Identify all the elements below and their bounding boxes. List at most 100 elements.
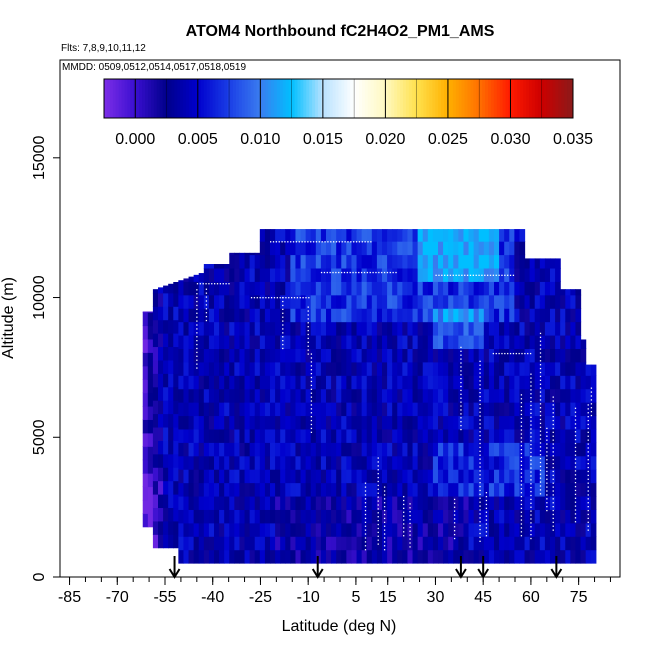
heatmap-cell [458, 254, 465, 269]
heatmap-cell [341, 348, 347, 363]
heatmap-cell [361, 375, 368, 390]
track-point [460, 417, 462, 419]
y-tick-label: 5000 [31, 419, 48, 455]
heatmap-cell [366, 495, 373, 510]
heatmap-cell [443, 361, 449, 376]
heatmap-cell [422, 442, 429, 457]
heatmap-cell [402, 334, 409, 349]
heatmap-cell [290, 495, 297, 510]
heatmap-cell [494, 241, 500, 256]
heatmap-cell [376, 482, 383, 497]
x-tick-label: -40 [201, 589, 224, 606]
track-point [403, 499, 405, 502]
heatmap-cell [168, 440, 174, 455]
heatmap-cell [458, 334, 465, 349]
track-point [485, 515, 488, 517]
track-point [364, 498, 367, 500]
heatmap-cell [412, 254, 419, 269]
heatmap-cell [539, 495, 546, 510]
heatmap-cell [341, 428, 347, 443]
x-tick-label: 45 [474, 589, 492, 606]
heatmap-cell [580, 348, 587, 363]
colorbar-tick-label: 0.005 [178, 131, 218, 148]
heatmap-cell [224, 549, 230, 564]
heatmap-cell [214, 482, 220, 497]
heatmap-cell [468, 415, 475, 430]
track-point [466, 274, 469, 276]
track-point [539, 387, 542, 389]
heatmap-cell [473, 334, 480, 349]
heatmap-cell [239, 469, 246, 484]
heatmap-cell [264, 267, 271, 282]
heatmap-cell [193, 482, 200, 497]
heatmap-cell [239, 455, 246, 470]
heatmap-cell [494, 469, 500, 484]
track-point [574, 415, 577, 417]
track-point [479, 489, 481, 492]
heatmap-cell [443, 455, 449, 470]
heatmap-cell [346, 281, 353, 296]
heatmap-cell [473, 402, 480, 417]
heatmap-cell [463, 229, 470, 242]
heatmap-cell [427, 267, 434, 282]
heatmap-cell [264, 509, 271, 524]
heatmap-cell [234, 509, 241, 524]
heatmap-cell [565, 375, 571, 390]
heatmap-cell [590, 495, 597, 510]
heatmap-cell [178, 549, 185, 564]
track-point [539, 407, 542, 409]
track-point [530, 381, 532, 383]
heatmap-cell [310, 254, 317, 269]
x-tick-label: 75 [570, 589, 588, 606]
heatmap-cell [499, 469, 505, 484]
heatmap-cell [300, 536, 307, 551]
heatmap-cell [254, 469, 261, 484]
heatmap-cell [208, 294, 215, 309]
colorbar-segment [262, 79, 266, 118]
track-point [364, 537, 367, 539]
track-point [377, 516, 379, 518]
heatmap-cell [524, 334, 531, 349]
heatmap-cell [519, 428, 526, 443]
track-point [196, 336, 198, 338]
heatmap-cell [366, 361, 373, 376]
heatmap-cell [412, 361, 419, 376]
heatmap-cell [387, 229, 393, 242]
heatmap-cell [264, 402, 271, 417]
heatmap-cell [499, 388, 505, 403]
heatmap-cell [387, 495, 393, 510]
heatmap-cell [382, 229, 388, 242]
heatmap-cell [422, 334, 429, 349]
heatmap-cell [366, 415, 373, 430]
heatmap-cell [555, 469, 561, 484]
heatmap-cell [478, 402, 485, 417]
track-point [449, 274, 452, 276]
heatmap-cell [234, 294, 241, 309]
heatmap-cell [494, 254, 500, 269]
heatmap-cell [529, 402, 536, 417]
heatmap-cell [249, 308, 256, 323]
heatmap-cell [539, 361, 546, 376]
heatmap-cell [488, 536, 495, 551]
heatmap-cell [387, 348, 393, 363]
heatmap-cell [249, 495, 256, 510]
heatmap-cell [387, 536, 393, 551]
heatmap-cell [519, 241, 526, 256]
heatmap-cell [366, 375, 373, 390]
heatmap-cell [264, 549, 271, 564]
heatmap-cell [219, 264, 225, 269]
heatmap-cell [361, 509, 368, 524]
track-point [552, 423, 554, 426]
heatmap-cell [351, 522, 358, 537]
colorbar-segment [540, 79, 545, 118]
heatmap-cell [366, 308, 373, 323]
heatmap-cell [142, 419, 149, 434]
heatmap-cell [544, 442, 551, 457]
heatmap-cell [254, 321, 261, 336]
heatmap-cell [402, 428, 409, 443]
heatmap-cell [382, 281, 388, 296]
heatmap-cell [432, 361, 439, 376]
heatmap-cell [264, 254, 271, 269]
heatmap-cell [514, 549, 521, 564]
heatmap-cell [341, 294, 347, 309]
